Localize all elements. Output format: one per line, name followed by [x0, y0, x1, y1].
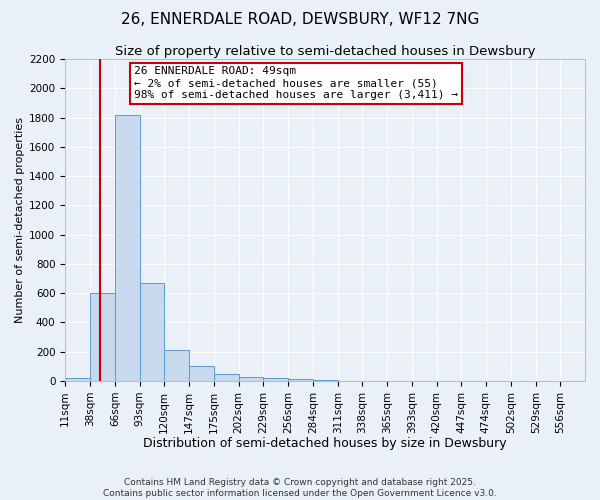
- Bar: [164, 350, 189, 381]
- Bar: [140, 283, 164, 381]
- Bar: [189, 366, 214, 381]
- Bar: [313, 380, 338, 381]
- Bar: [89, 293, 115, 381]
- Text: 26 ENNERDALE ROAD: 49sqm
← 2% of semi-detached houses are smaller (55)
98% of se: 26 ENNERDALE ROAD: 49sqm ← 2% of semi-de…: [134, 66, 458, 100]
- Text: Contains HM Land Registry data © Crown copyright and database right 2025.
Contai: Contains HM Land Registry data © Crown c…: [103, 478, 497, 498]
- Bar: [239, 376, 263, 381]
- X-axis label: Distribution of semi-detached houses by size in Dewsbury: Distribution of semi-detached houses by …: [143, 437, 507, 450]
- Y-axis label: Number of semi-detached properties: Number of semi-detached properties: [15, 117, 25, 323]
- Bar: [65, 378, 89, 381]
- Title: Size of property relative to semi-detached houses in Dewsbury: Size of property relative to semi-detach…: [115, 45, 535, 58]
- Bar: [263, 378, 288, 381]
- Text: 26, ENNERDALE ROAD, DEWSBURY, WF12 7NG: 26, ENNERDALE ROAD, DEWSBURY, WF12 7NG: [121, 12, 479, 28]
- Bar: [214, 374, 239, 381]
- Bar: [288, 379, 313, 381]
- Bar: [115, 115, 140, 381]
